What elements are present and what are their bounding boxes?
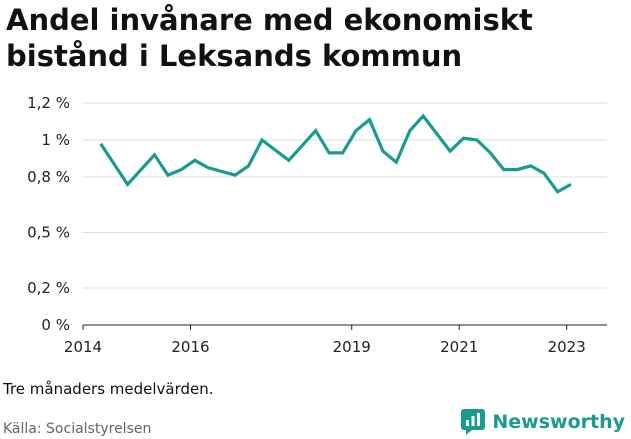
data-point [381, 150, 384, 153]
data-point [368, 118, 371, 121]
data-point [260, 138, 263, 141]
data-point [126, 183, 129, 186]
gridlines [83, 102, 607, 289]
data-point [475, 138, 478, 141]
data-point [166, 174, 169, 177]
data-point [395, 161, 398, 164]
newsworthy-chart-icon [461, 409, 486, 435]
data-point [556, 190, 559, 193]
data-point [341, 151, 344, 154]
data-point [328, 151, 331, 154]
source-label: Källa: Socialstyrelsen [3, 421, 152, 437]
data-point [193, 159, 196, 162]
data-point [287, 159, 290, 162]
data-point [462, 137, 465, 140]
data-point [180, 168, 183, 171]
data-point [354, 129, 357, 132]
data-point [569, 183, 572, 186]
y-tick-label: 0,8 % [27, 168, 70, 186]
series-line [99, 113, 572, 194]
y-axis-ticks: 0 % 0,2 % 0,5 % 0,8 % 1 % 1,2 % [27, 94, 70, 334]
data-point [448, 150, 451, 153]
newsworthy-logo: Newsworthy [461, 409, 625, 435]
data-point [153, 153, 156, 156]
y-tick-label: 0 % [41, 316, 70, 334]
x-tick-label: 2021 [440, 338, 478, 356]
chart-note: Tre månaders medelvärden. [3, 380, 214, 398]
brand-name: Newsworthy [492, 411, 625, 433]
title-line-2: bistånd i Leksands kommun [6, 39, 463, 73]
data-point [207, 166, 210, 169]
data-point [422, 114, 425, 117]
data-point [502, 168, 505, 171]
title-line-1: Andel invånare med ekonomiskt [6, 3, 533, 37]
data-point [314, 129, 317, 132]
y-tick-label: 1,2 % [27, 94, 70, 112]
x-tick-label: 2019 [333, 338, 371, 356]
data-point [99, 142, 102, 145]
data-point [543, 172, 546, 175]
data-point [529, 164, 532, 167]
chart-title: Andel invånare med ekonomiskt bistånd i … [6, 2, 626, 74]
data-point [408, 129, 411, 132]
data-point [489, 151, 492, 154]
x-tick-label: 2014 [64, 338, 102, 356]
y-tick-label: 1 % [41, 131, 70, 149]
series-group [99, 113, 572, 194]
data-point [233, 174, 236, 177]
data-point [516, 168, 519, 171]
x-tick-label: 2016 [171, 338, 209, 356]
y-tick-label: 0,2 % [27, 279, 70, 297]
x-tick-label: 2023 [548, 338, 586, 356]
data-point [247, 164, 250, 167]
y-tick-label: 0,5 % [27, 224, 70, 242]
x-axis: 2014 2016 2019 2021 2023 [64, 324, 607, 356]
